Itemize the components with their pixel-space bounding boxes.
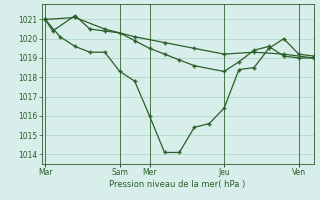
X-axis label: Pression niveau de la mer( hPa ): Pression niveau de la mer( hPa ) <box>109 180 246 189</box>
